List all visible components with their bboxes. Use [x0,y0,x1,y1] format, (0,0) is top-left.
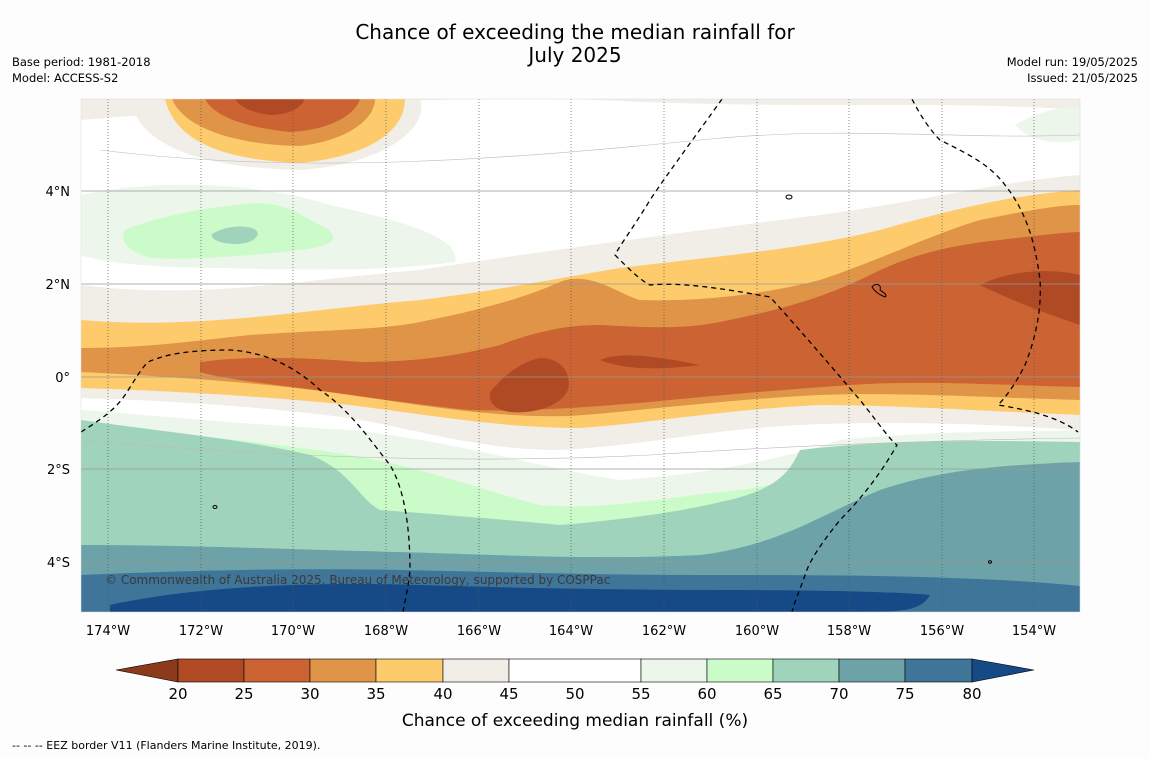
band-55-60-north-strip [1015,107,1080,143]
lat-label: 2°S [47,463,70,478]
lat-label: 4°N [46,185,71,200]
patch-65-70-nw [211,226,258,244]
colorbar-tick: 80 [962,685,981,703]
meta-right: Model run: 19/05/2025 Issued: 21/05/2025 [1007,54,1138,86]
colorbar-swatch [243,658,311,683]
colorbar-swatch [838,658,906,683]
eez-footnote: -- -- -- EEZ border V11 (Flanders Marine… [12,739,321,752]
parallel-lines [81,190,1080,563]
colorbar-tick: 20 [168,685,187,703]
colorbar-tick: 55 [631,685,650,703]
blob-20-25-topleft [235,99,305,115]
band-20-25-equatorial-mid [600,355,700,369]
lon-label: 154°W [1012,624,1056,639]
lat-labels: 4°N 2°N 0° 2°S 4°S [46,185,71,571]
lon-labels: 174°W 172°W 170°W 168°W 166°W 164°W 162°… [86,624,1056,639]
colorbar-tick: 30 [300,685,319,703]
colorbar-tick: 65 [763,685,782,703]
colorbar-tick: 40 [433,685,452,703]
model-run-text: Model run: 19/05/2025 [1006,55,1138,69]
band-25-30-equatorial [200,232,1080,411]
band-20-25-equatorial-east [980,271,1080,325]
eez-borders [81,99,1079,612]
copyright-text: © Commonwealth of Australia 2025, Bureau… [105,573,610,587]
colorbar-label: Chance of exceeding median rainfall (%) [402,711,748,731]
lat-label: 2°N [46,278,71,293]
lon-label: 170°W [271,624,315,639]
issued-text: Issued: 21/05/2025 [1027,71,1138,85]
colorbar-extend-high [971,658,1035,683]
colorbar-tick: 35 [366,685,385,703]
islands [212,194,992,564]
lon-label: 166°W [457,624,501,639]
isoline [99,132,1080,164]
lon-label: 174°W [86,624,130,639]
colorbar-tick: 70 [829,685,848,703]
lon-label: 158°W [827,624,871,639]
map-title-line2: July 2025 [528,43,622,67]
model-text: Model: ACCESS-S2 [12,71,119,85]
colorbar-swatch [706,658,774,683]
colorbar-swatch [375,658,444,683]
band-above80-south [110,584,930,612]
colorbar-tick: 25 [234,685,253,703]
colorbar-ticks: 20 25 30 35 40 45 50 55 60 65 70 75 80 [168,685,981,703]
colorbar-swatch [508,658,642,683]
colorbar-swatch [309,658,377,683]
map-plot-area: © Commonwealth of Australia 2025, Bureau… [81,99,1080,612]
isoline [81,437,1080,460]
base-period-text: Base period: 1981-2018 [12,55,151,69]
colorbar-swatch [904,658,973,683]
colorbar-tick: 75 [895,685,914,703]
colorbar-tick: 45 [499,685,518,703]
lat-label: 0° [55,371,70,386]
colorbar-swatch [772,658,840,683]
lat-label: 4°S [47,556,70,571]
colorbar [115,658,1035,683]
lon-label: 162°W [642,624,686,639]
lon-label: 156°W [920,624,964,639]
meta-left: Base period: 1981-2018 Model: ACCESS-S2 [12,54,151,86]
colorbar-swatch [640,658,708,683]
map-title-line1: Chance of exceeding the median rainfall … [355,20,795,44]
colorbar-tick: 60 [697,685,716,703]
map-frame [80,98,1081,613]
colorbar-swatch [177,658,245,683]
blob-25-30-topleft [205,99,360,132]
colorbar-swatch [442,658,510,683]
band-20-25-equatorial-west [489,358,569,413]
colorbar-extend-low [115,658,179,683]
lon-label: 164°W [549,624,593,639]
colorbar-tick: 50 [565,685,584,703]
lon-label: 160°W [735,624,779,639]
lon-label: 168°W [364,624,408,639]
band-40-45-north [81,99,1080,120]
lon-label: 172°W [179,624,223,639]
